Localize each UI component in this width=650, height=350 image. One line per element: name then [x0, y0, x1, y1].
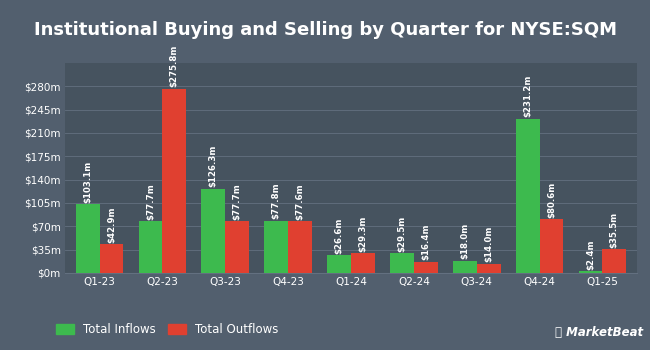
Legend: Total Inflows, Total Outflows: Total Inflows, Total Outflows	[51, 318, 283, 341]
Bar	[99, 244, 124, 273]
Bar	[578, 271, 603, 273]
Text: $103.1m: $103.1m	[83, 160, 92, 203]
Text: $26.6m: $26.6m	[335, 217, 344, 254]
Bar	[390, 253, 414, 273]
Text: $77.7m: $77.7m	[146, 183, 155, 219]
Text: Institutional Buying and Selling by Quarter for NYSE:SQM: Institutional Buying and Selling by Quar…	[34, 21, 616, 39]
Text: $16.4m: $16.4m	[421, 224, 430, 260]
Text: $18.0m: $18.0m	[460, 223, 469, 259]
Text: $126.3m: $126.3m	[209, 145, 218, 187]
Bar	[226, 221, 249, 273]
Bar	[327, 255, 351, 273]
Bar	[540, 219, 564, 273]
Bar	[162, 89, 187, 273]
Text: $275.8m: $275.8m	[170, 45, 179, 88]
Bar	[453, 261, 476, 273]
Text: $80.6m: $80.6m	[547, 181, 556, 218]
Bar	[515, 119, 540, 273]
Bar	[138, 221, 162, 273]
Text: $35.5m: $35.5m	[610, 211, 619, 248]
Bar	[288, 221, 312, 273]
Text: $42.9m: $42.9m	[107, 206, 116, 243]
Text: ⼏ MarketBeat: ⼏ MarketBeat	[555, 327, 644, 340]
Bar	[476, 264, 500, 273]
Bar	[75, 204, 99, 273]
Text: $231.2m: $231.2m	[523, 75, 532, 117]
Bar	[414, 262, 437, 273]
Text: $29.3m: $29.3m	[358, 216, 367, 252]
Bar	[603, 249, 627, 273]
Bar	[351, 253, 375, 273]
Text: $77.8m: $77.8m	[272, 183, 281, 219]
Text: $14.0m: $14.0m	[484, 226, 493, 262]
Bar	[265, 221, 288, 273]
Bar	[202, 189, 226, 273]
Text: $77.6m: $77.6m	[296, 183, 305, 219]
Text: $29.5m: $29.5m	[397, 215, 406, 252]
Text: $77.7m: $77.7m	[233, 183, 242, 219]
Text: $2.4m: $2.4m	[586, 239, 595, 270]
